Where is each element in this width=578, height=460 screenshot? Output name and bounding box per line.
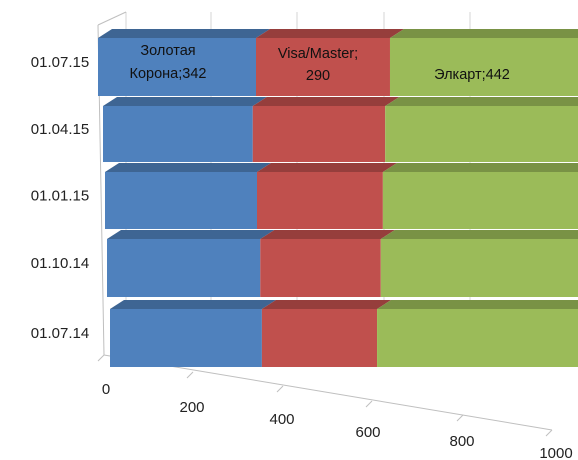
x-axis-line: [103, 354, 553, 431]
x-tick-label: 200: [179, 399, 204, 416]
x-tick-mark: [186, 371, 194, 379]
bar-top-face: [389, 29, 578, 38]
category-label: 01.04.15: [31, 121, 89, 138]
bar-segment: [380, 239, 578, 297]
x-tick-mark: [365, 400, 373, 408]
bar-segment: [256, 38, 390, 96]
bar-top-face: [257, 163, 397, 172]
bar-top-face: [98, 29, 271, 38]
bar-segment: [257, 172, 383, 229]
bar-top-face: [261, 300, 392, 309]
bar-top-face: [380, 230, 578, 239]
bar-segment: [252, 106, 386, 162]
category-label: 01.01.15: [31, 187, 89, 204]
bar-segment: [110, 309, 262, 367]
x-tick-label: 400: [269, 411, 294, 428]
x-tick-mark: [456, 414, 464, 422]
bar-segment: [377, 309, 578, 367]
bars: [98, 29, 578, 367]
data-label: Visa/Master; 290: [278, 46, 358, 84]
bar-top-face: [260, 230, 395, 239]
bar-top-face: [385, 97, 578, 106]
axis-line: [97, 11, 127, 26]
category-labels: 01.07.15 01.04.15 01.01.15 01.10.14 01.07.14: [31, 54, 89, 342]
category-label: 01.07.14: [31, 325, 89, 342]
category-label: 01.07.15: [31, 54, 89, 71]
x-tick-labels: 0 200 400 600 800 1000: [102, 381, 573, 460]
bar-top-face: [252, 97, 400, 106]
x-tick-mark: [545, 429, 553, 437]
bar-segment: [389, 38, 578, 96]
bar-top-face: [377, 300, 578, 309]
data-labels: Золотая Корона;342 Visa/Master; 290 Элкарт;4…: [130, 43, 510, 84]
x-tick-label: 600: [355, 424, 380, 441]
bar-segment: [385, 106, 578, 162]
x-tick-label: 0: [102, 381, 110, 398]
x-tick-label: 800: [449, 433, 474, 450]
bar-segment: [98, 38, 257, 96]
bar-segment: [103, 106, 253, 162]
data-label: Элкарт;442: [434, 67, 510, 83]
bar-top-face: [107, 230, 275, 239]
bar-top-face: [382, 163, 578, 172]
bar-top-face: [110, 300, 276, 309]
x-tick-mark: [276, 385, 284, 393]
category-label: 01.10.14: [31, 255, 89, 272]
bar-segment: [261, 309, 378, 367]
x-tick-label: 1000: [539, 445, 572, 460]
x-tick-mark: [97, 354, 105, 362]
bar-segment: [107, 239, 261, 297]
bar-top-face: [103, 97, 267, 106]
bar-segment: [382, 172, 578, 229]
data-label: Золотая Корона;342: [130, 43, 207, 82]
bar-top-face: [256, 29, 404, 38]
bar-segment: [260, 239, 381, 297]
bar-segment: [105, 172, 257, 229]
bar-top-face: [105, 163, 271, 172]
